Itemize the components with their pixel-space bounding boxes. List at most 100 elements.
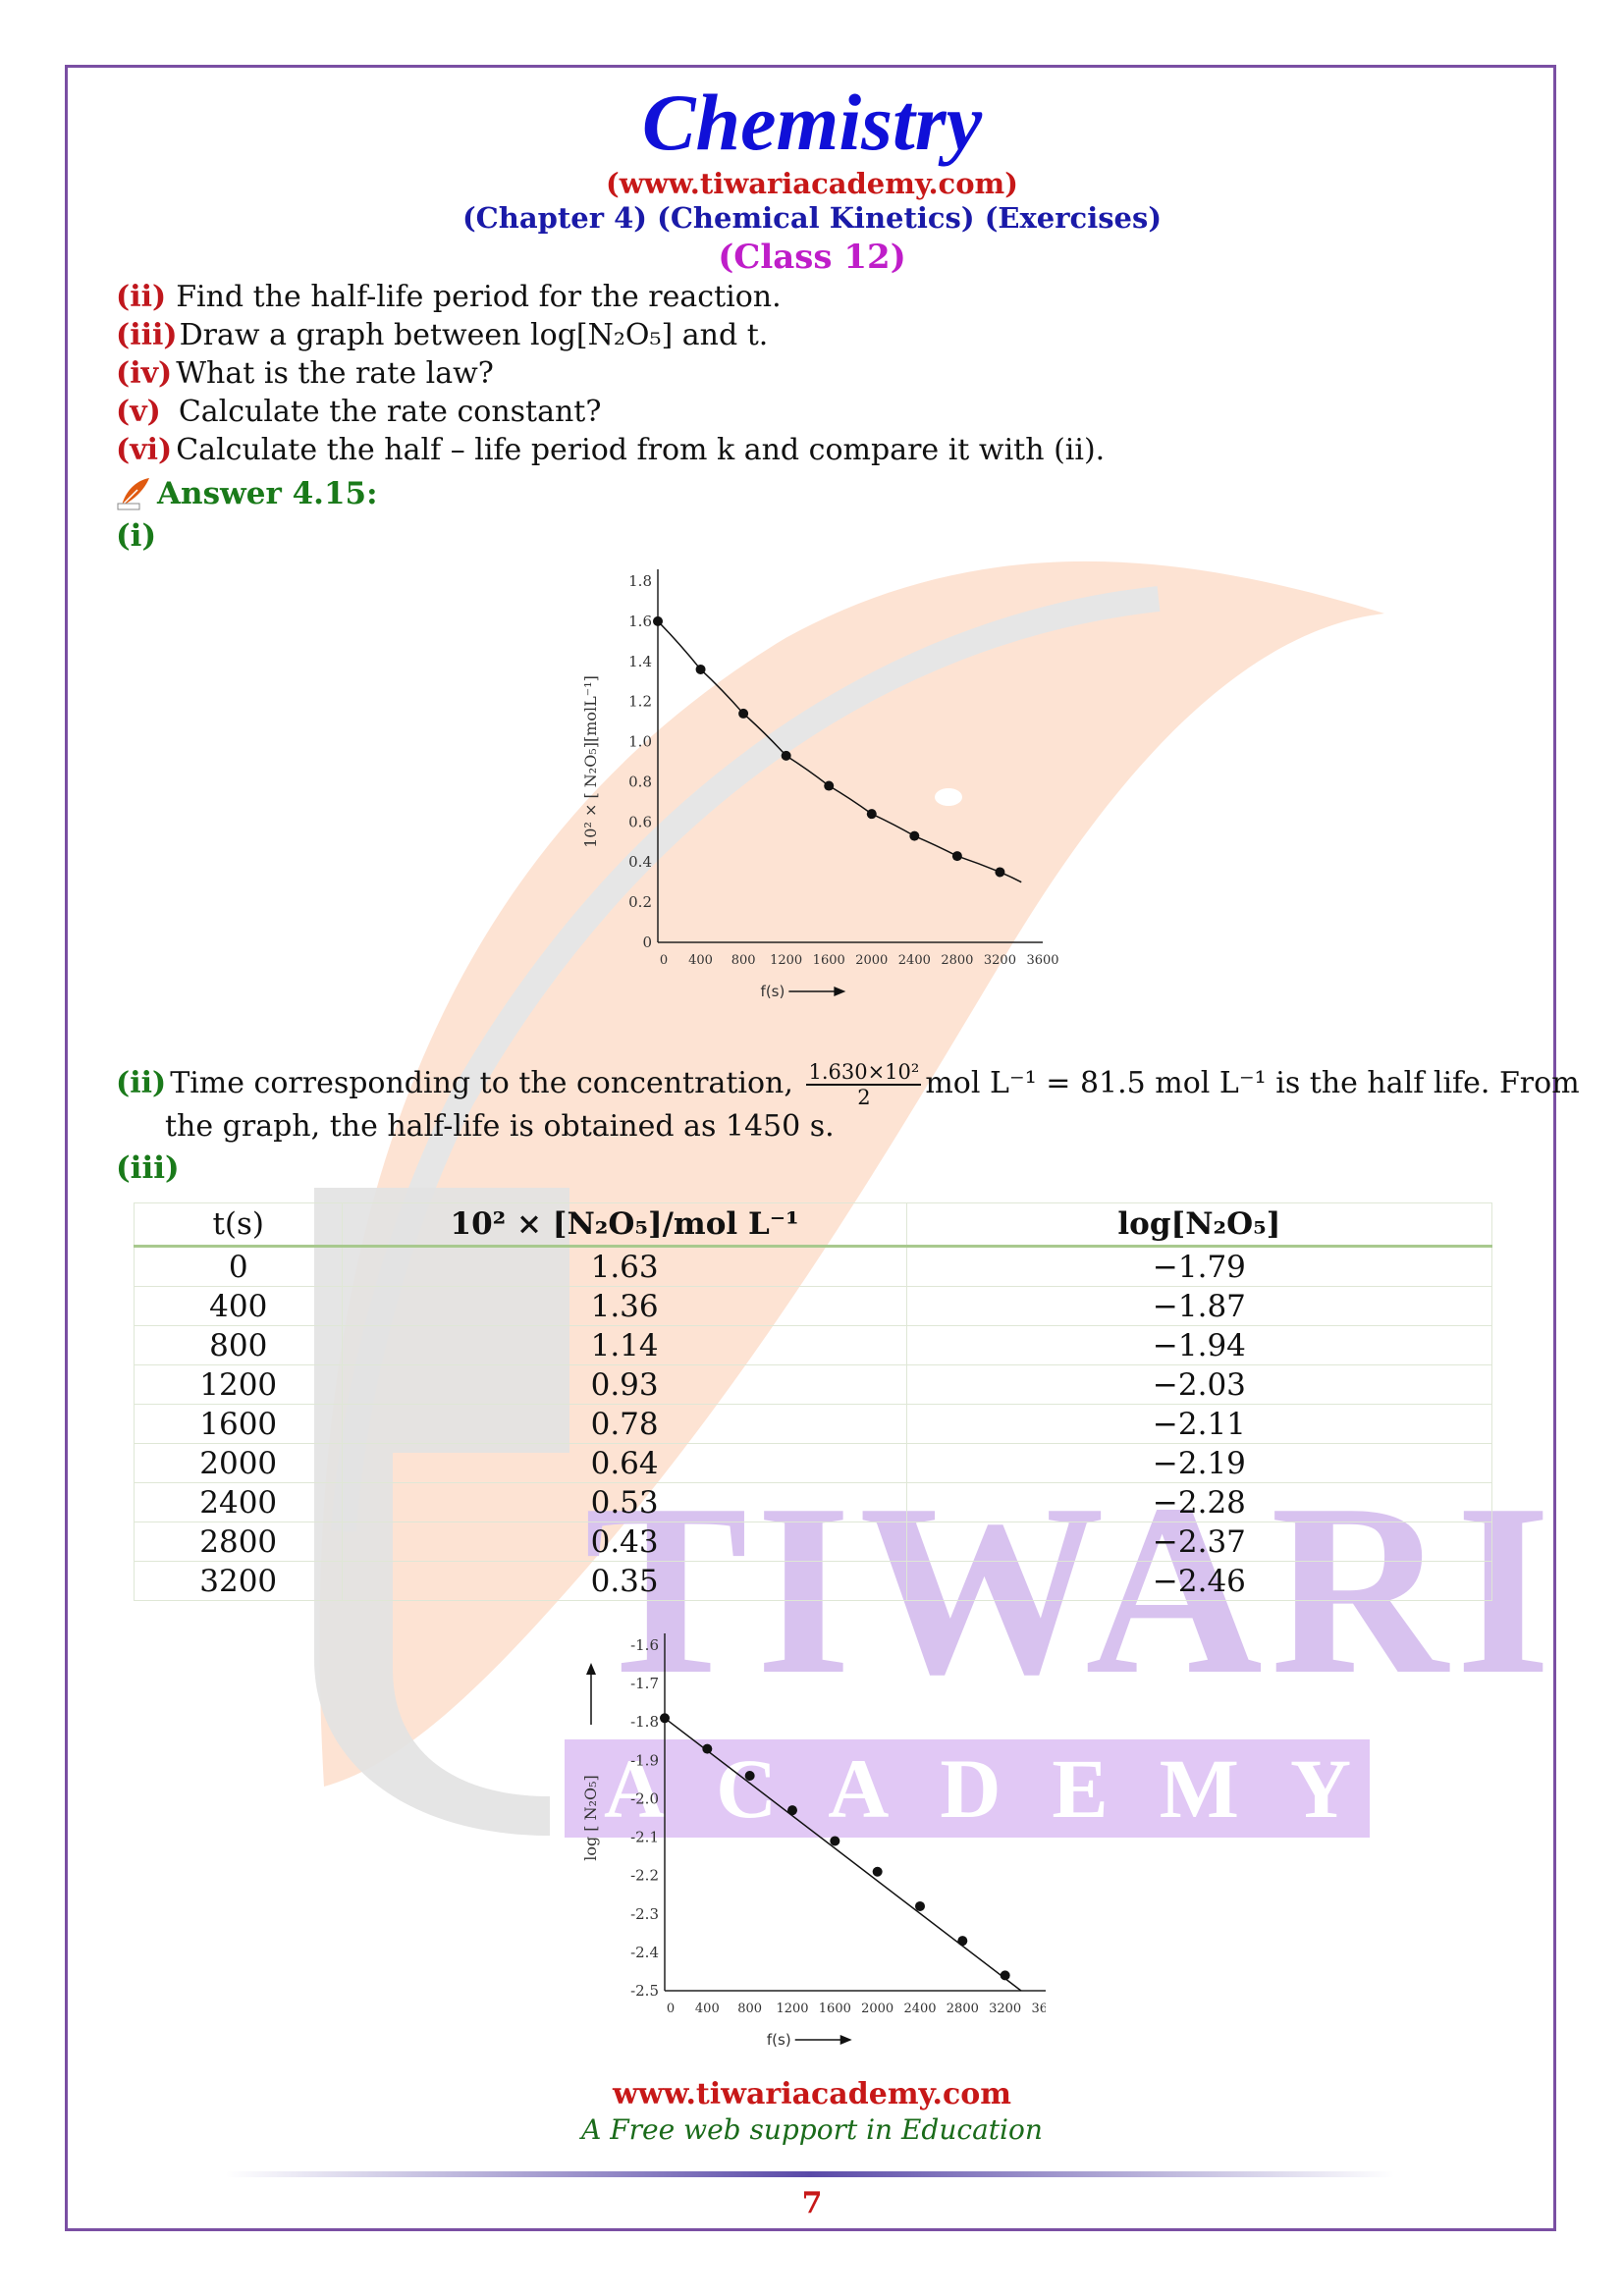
page-number: 7 — [801, 2186, 823, 2220]
part-i-label: (i) — [116, 518, 157, 554]
data-table: t(s) 10² × [N₂O₅]/mol L⁻¹ log[N₂O₅] 0 1.6… — [133, 1202, 1493, 1601]
y-axis-label: 10² × [ N₂O₅][molL⁻¹] — [581, 675, 600, 848]
table-cell: 1600 — [133, 1404, 344, 1444]
x-tick-label: 2000 — [855, 953, 888, 968]
question-text: Calculate the half – life period from k … — [176, 433, 1106, 467]
series-line — [657, 620, 1022, 883]
table-row: 400 1.36 −1.87 — [133, 1286, 1493, 1326]
column-header-concentration: 10² × [N₂O₅]/mol L⁻¹ — [342, 1202, 907, 1248]
x-tick-label: 2000 — [861, 2002, 893, 2016]
x-tick-label: 3600 — [1026, 953, 1058, 968]
y-tick-label: 1.0 — [628, 733, 652, 751]
x-axis-arrow-icon — [834, 987, 846, 996]
concentration-vs-time-chart: 0 0.2 0.4 0.6 0.8 1.0 1.2 1.4 1.6 1.8 0 400 800 1200 1… — [581, 569, 1059, 1000]
table-cell: −2.37 — [905, 1522, 1493, 1562]
table-cell: −1.87 — [905, 1286, 1493, 1326]
y-axis-label: log [ N₂O₅] — [581, 1775, 600, 1861]
x-tick-label: 0 — [660, 953, 668, 968]
data-point — [995, 867, 1005, 878]
data-point — [872, 1866, 883, 1877]
page-title: Chemistry — [641, 78, 983, 167]
table-cell: 1.36 — [342, 1286, 907, 1326]
x-tick-label: 2800 — [941, 953, 973, 968]
data-point — [830, 1836, 840, 1846]
table-cell: −2.19 — [905, 1443, 1493, 1483]
data-point — [951, 851, 962, 862]
data-point — [695, 664, 706, 674]
watermark-band — [565, 1739, 1370, 1838]
x-tick-label: 3200 — [989, 2002, 1021, 2016]
y-tick-label: -2.3 — [630, 1905, 659, 1923]
y-tick-label: 1.6 — [628, 613, 652, 630]
y-tick-label: -1.7 — [630, 1675, 659, 1692]
data-point — [957, 1936, 968, 1947]
site-link[interactable]: (www.tiwariacademy.com) — [606, 167, 1018, 200]
data-point — [660, 1713, 670, 1724]
part-iii-label: (iii) — [116, 1150, 180, 1186]
class-heading: (Class 12) — [718, 238, 906, 277]
table-cell: 800 — [133, 1325, 344, 1365]
answer-label: Answer 4.15: — [157, 476, 378, 511]
y-tick-label: -2.4 — [630, 1944, 659, 1961]
data-point — [824, 780, 835, 791]
part-ii-label: (ii) — [116, 1066, 167, 1100]
table-cell: 1200 — [133, 1364, 344, 1405]
part-ii-line2: the graph, the half-life is obtained as … — [165, 1109, 835, 1144]
table-cell: −2.46 — [905, 1561, 1493, 1601]
data-point — [1000, 1970, 1010, 1981]
table-row: 3200 0.35 −2.46 — [133, 1561, 1493, 1601]
x-tick-label: 1200 — [776, 2002, 808, 2016]
question-text: What is the rate law? — [176, 356, 494, 391]
x-axis-arrow-icon — [839, 2035, 852, 2045]
footer-url[interactable]: www.tiwariacademy.com — [612, 2077, 1012, 2111]
table-cell: 0.93 — [342, 1364, 907, 1405]
x-tick-label: 1600 — [819, 2002, 851, 2016]
table-cell: 0.78 — [342, 1404, 907, 1444]
y-tick-label: -1.9 — [630, 1751, 659, 1769]
table-cell: 0.53 — [342, 1482, 907, 1522]
fraction-denominator: 2 — [857, 1086, 871, 1109]
data-point — [781, 750, 791, 761]
half-concentration-fraction: 1.630×10² 2 — [806, 1060, 922, 1109]
y-tick-label: 0.8 — [628, 773, 652, 790]
question-number: (ii) — [116, 280, 167, 314]
table-cell: 0.43 — [342, 1522, 907, 1562]
table-cell: 2000 — [133, 1443, 344, 1483]
x-tick-label: 2800 — [947, 2002, 979, 2016]
chapter-heading: (Chapter 4) (Chemical Kinetics) (Exercis… — [461, 201, 1163, 235]
data-point — [915, 1900, 925, 1911]
table-cell: −2.03 — [905, 1364, 1493, 1405]
question-vi: (vi) Calculate the half – life period fro… — [116, 433, 1105, 467]
table-cell: 1.14 — [342, 1325, 907, 1365]
question-number: (iv) — [116, 356, 173, 391]
page-border — [65, 65, 1556, 2231]
table-row: 1200 0.93 −2.03 — [133, 1364, 1493, 1405]
table-cell: 0.64 — [342, 1443, 907, 1483]
question-number: (iii) — [116, 318, 178, 352]
y-axis-arrow-icon — [586, 1663, 596, 1675]
question-text: Calculate the rate constant? — [178, 395, 602, 429]
y-tick-label: 0.2 — [628, 893, 652, 911]
x-tick-label: 400 — [688, 953, 713, 968]
watermark-band-text: ACADEMY — [604, 1741, 1403, 1836]
data-point — [787, 1805, 797, 1816]
question-iv: (iv) What is the rate law? — [116, 356, 494, 391]
table-cell: −1.94 — [905, 1325, 1493, 1365]
data-point — [738, 708, 749, 719]
x-tick-label: 3200 — [984, 953, 1016, 968]
question-number: (v) — [116, 395, 161, 429]
table-cell: 2800 — [133, 1522, 344, 1562]
question-number: (vi) — [116, 433, 173, 467]
column-header-log: log[N₂O₅] — [905, 1202, 1493, 1248]
y-tick-label: -2.1 — [630, 1829, 659, 1846]
y-tick-label: -2.2 — [630, 1867, 659, 1885]
x-tick-label: 3600 — [1031, 2002, 1046, 2016]
pen-icon — [117, 478, 149, 510]
table-row: 2400 0.53 −2.28 — [133, 1482, 1493, 1522]
x-tick-label: 800 — [737, 2002, 762, 2016]
y-tick-label: -1.6 — [630, 1636, 659, 1654]
x-tick-label: 0 — [667, 2002, 675, 2016]
x-axis-label: f(s) — [767, 2031, 791, 2049]
fraction-numerator: 1.630×10² — [806, 1060, 922, 1086]
table-cell: −2.28 — [905, 1482, 1493, 1522]
